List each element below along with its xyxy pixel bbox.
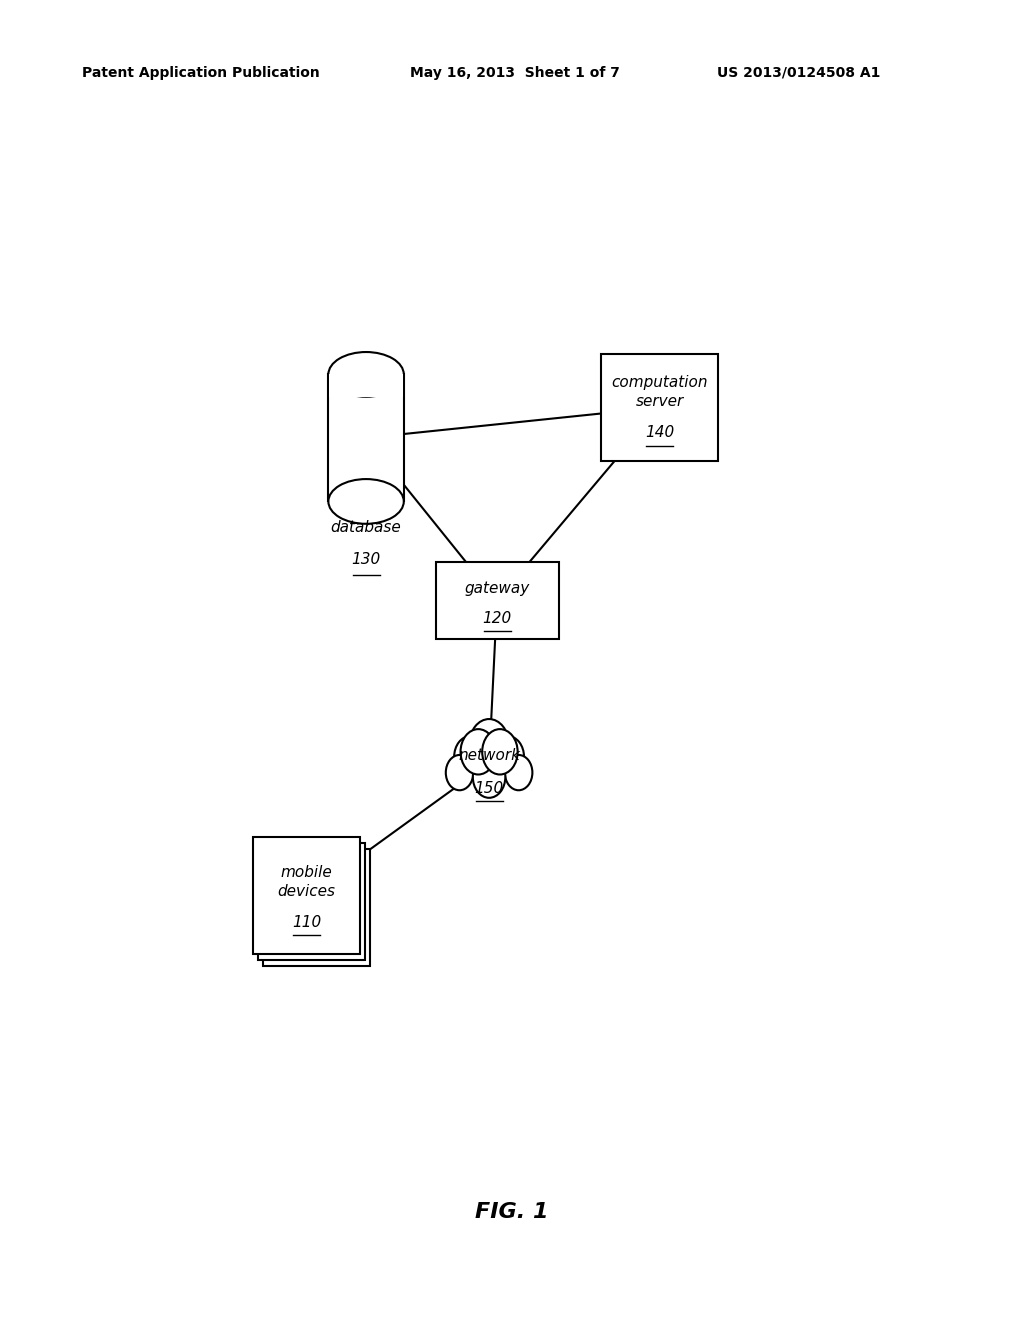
Circle shape xyxy=(445,755,473,791)
Text: 150: 150 xyxy=(474,781,504,796)
Text: FIG. 1: FIG. 1 xyxy=(475,1201,549,1222)
Text: May 16, 2013  Sheet 1 of 7: May 16, 2013 Sheet 1 of 7 xyxy=(410,66,620,79)
Text: database: database xyxy=(331,520,401,535)
Circle shape xyxy=(473,756,505,797)
Ellipse shape xyxy=(329,479,403,524)
Text: computation
server: computation server xyxy=(611,375,708,409)
Text: Patent Application Publication: Patent Application Publication xyxy=(82,66,319,79)
Circle shape xyxy=(469,719,509,770)
Bar xyxy=(262,849,370,966)
Ellipse shape xyxy=(329,352,403,397)
Bar xyxy=(253,837,360,954)
Text: 140: 140 xyxy=(645,425,675,441)
Circle shape xyxy=(461,729,496,775)
Text: 130: 130 xyxy=(351,552,381,568)
Bar xyxy=(601,354,719,461)
Circle shape xyxy=(482,729,517,775)
Text: US 2013/0124508 A1: US 2013/0124508 A1 xyxy=(717,66,881,79)
Bar xyxy=(258,843,365,960)
Bar xyxy=(329,375,403,502)
Bar xyxy=(435,562,558,639)
Text: network: network xyxy=(458,747,520,763)
Circle shape xyxy=(455,737,486,777)
Text: 120: 120 xyxy=(482,611,512,626)
Circle shape xyxy=(492,737,524,777)
Text: mobile
devices: mobile devices xyxy=(278,866,336,899)
Text: 110: 110 xyxy=(292,915,322,931)
Text: gateway: gateway xyxy=(465,581,529,595)
Bar xyxy=(329,375,403,397)
Circle shape xyxy=(505,755,532,791)
